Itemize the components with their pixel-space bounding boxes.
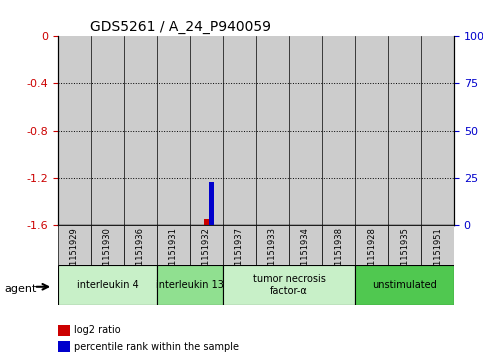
Bar bbox=[124, 36, 157, 225]
FancyBboxPatch shape bbox=[355, 265, 454, 305]
Text: GSM1151938: GSM1151938 bbox=[334, 227, 343, 283]
FancyBboxPatch shape bbox=[256, 225, 289, 265]
Bar bbox=[256, 36, 289, 225]
FancyBboxPatch shape bbox=[157, 225, 190, 265]
FancyBboxPatch shape bbox=[58, 265, 157, 305]
Text: agent: agent bbox=[5, 284, 37, 294]
Text: interleukin 13: interleukin 13 bbox=[156, 280, 224, 290]
Bar bbox=[190, 36, 223, 225]
FancyBboxPatch shape bbox=[91, 225, 124, 265]
FancyBboxPatch shape bbox=[223, 265, 355, 305]
Text: GSM1151934: GSM1151934 bbox=[301, 227, 310, 283]
Bar bbox=[204, 219, 209, 225]
Text: GSM1151936: GSM1151936 bbox=[136, 227, 145, 283]
FancyBboxPatch shape bbox=[388, 225, 421, 265]
Bar bbox=[322, 36, 355, 225]
Bar bbox=[289, 36, 322, 225]
Text: GSM1151928: GSM1151928 bbox=[367, 227, 376, 283]
FancyBboxPatch shape bbox=[157, 265, 223, 305]
FancyBboxPatch shape bbox=[421, 225, 454, 265]
Text: GDS5261 / A_24_P940059: GDS5261 / A_24_P940059 bbox=[90, 20, 270, 34]
Text: GSM1151951: GSM1151951 bbox=[433, 227, 442, 283]
Bar bbox=[421, 36, 454, 225]
Bar bbox=[58, 325, 70, 336]
FancyBboxPatch shape bbox=[223, 225, 256, 265]
FancyBboxPatch shape bbox=[58, 225, 91, 265]
Bar bbox=[209, 182, 214, 225]
Text: interleukin 4: interleukin 4 bbox=[77, 280, 138, 290]
Bar bbox=[223, 36, 256, 225]
Text: log2 ratio: log2 ratio bbox=[74, 325, 120, 335]
Text: percentile rank within the sample: percentile rank within the sample bbox=[74, 342, 239, 352]
Text: GSM1151929: GSM1151929 bbox=[70, 227, 79, 283]
Text: GSM1151937: GSM1151937 bbox=[235, 227, 244, 283]
FancyBboxPatch shape bbox=[322, 225, 355, 265]
FancyBboxPatch shape bbox=[124, 225, 157, 265]
Text: GSM1151931: GSM1151931 bbox=[169, 227, 178, 283]
Bar bbox=[388, 36, 421, 225]
FancyBboxPatch shape bbox=[355, 225, 388, 265]
FancyBboxPatch shape bbox=[289, 225, 322, 265]
Text: tumor necrosis
factor-α: tumor necrosis factor-α bbox=[253, 274, 326, 296]
Bar bbox=[91, 36, 124, 225]
Text: GSM1151933: GSM1151933 bbox=[268, 227, 277, 283]
Bar bbox=[355, 36, 388, 225]
Bar bbox=[58, 36, 91, 225]
Text: GSM1151930: GSM1151930 bbox=[103, 227, 112, 283]
Bar bbox=[157, 36, 190, 225]
Bar bbox=[58, 341, 70, 352]
Text: unstimulated: unstimulated bbox=[372, 280, 437, 290]
Text: GSM1151932: GSM1151932 bbox=[202, 227, 211, 283]
Text: GSM1151935: GSM1151935 bbox=[400, 227, 409, 283]
FancyBboxPatch shape bbox=[190, 225, 223, 265]
